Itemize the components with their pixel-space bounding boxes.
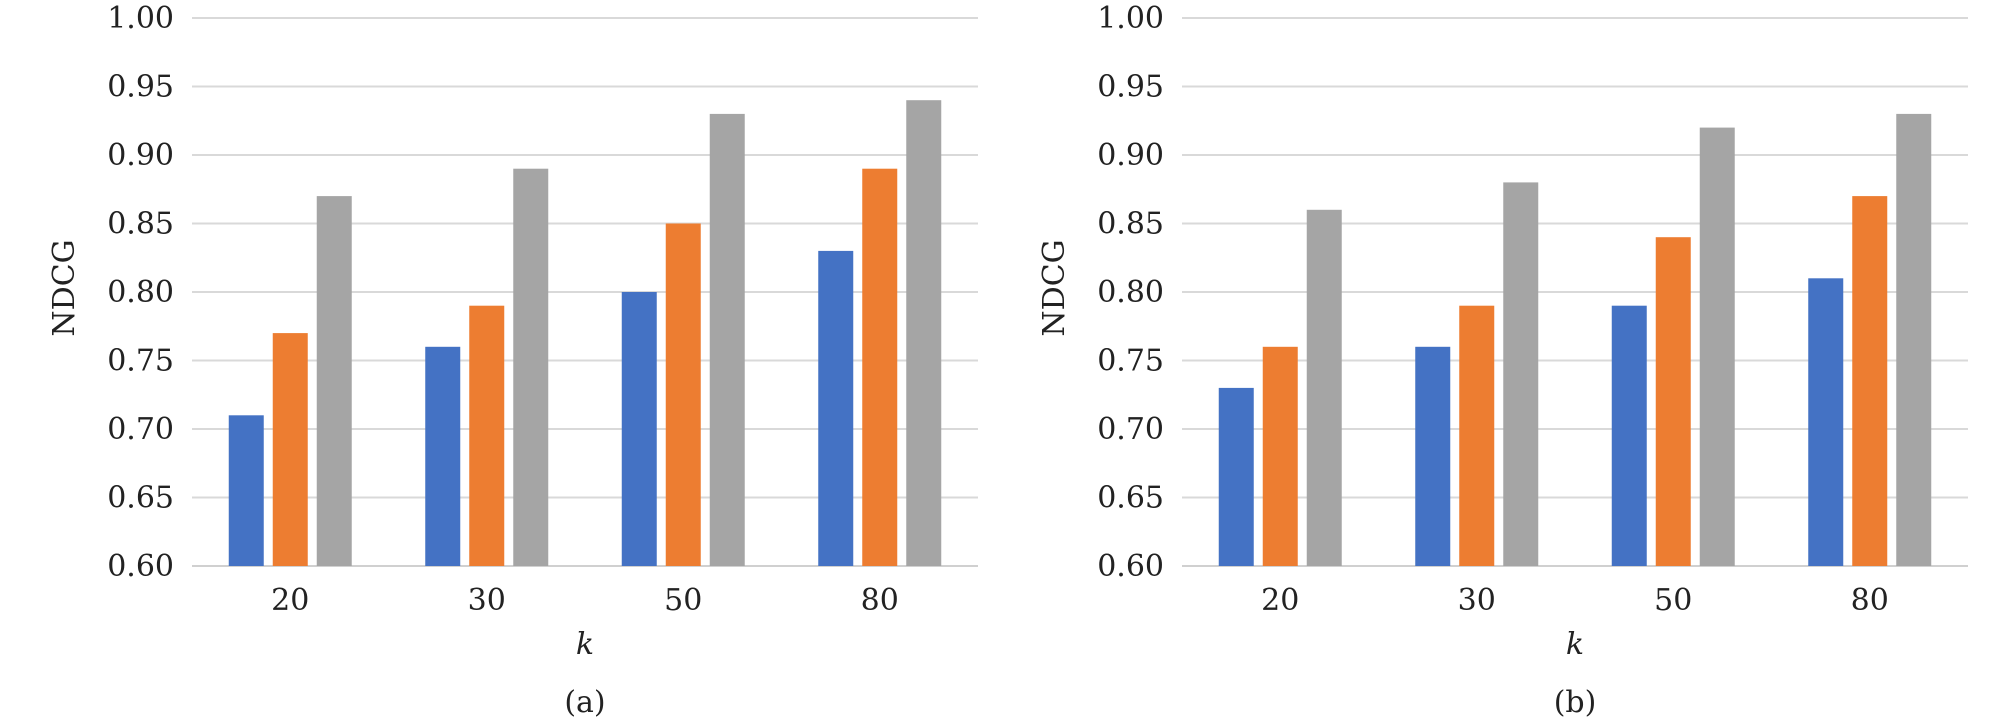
y-tick-label: 0.90	[1097, 138, 1164, 173]
chart-caption: (a)	[564, 685, 605, 720]
bars	[1218, 113, 1932, 567]
bar	[818, 250, 854, 566]
bar	[1699, 127, 1735, 566]
x-tick-label: 20	[1261, 583, 1299, 618]
x-tick-label: 50	[1654, 583, 1692, 618]
x-axis-label: k	[1566, 627, 1584, 662]
bar	[513, 168, 549, 566]
bar	[1218, 387, 1254, 566]
x-tick-label: 50	[664, 583, 702, 618]
x-tick-labels: 20 30 50 80	[1261, 583, 1889, 618]
bars	[228, 100, 942, 567]
y-tick-label: 0.95	[107, 70, 174, 105]
x-axis-label: k	[576, 627, 594, 662]
bar	[316, 196, 352, 566]
y-tick-label: 0.70	[107, 412, 174, 447]
bar	[1808, 278, 1844, 566]
y-tick-label: 0.95	[1097, 70, 1164, 105]
bar	[906, 100, 942, 566]
y-tick-label: 0.60	[1097, 549, 1164, 584]
bar	[1459, 305, 1495, 566]
bar	[228, 415, 264, 566]
bar	[1852, 196, 1888, 566]
y-tick-label: 0.70	[1097, 412, 1164, 447]
bar	[709, 113, 745, 567]
bar	[862, 168, 898, 566]
y-tick-label: 0.85	[1097, 207, 1164, 242]
bar	[1415, 346, 1451, 566]
y-tick-label: 0.60	[107, 549, 174, 584]
x-tick-label: 20	[271, 583, 309, 618]
y-tick-label: 0.80	[107, 275, 174, 310]
chart-caption: (b)	[1554, 685, 1597, 720]
bar	[1655, 237, 1691, 566]
y-tick-labels: 0.60 0.65 0.70 0.75 0.80 0.85 0.90 0.95 1.00	[107, 1, 174, 584]
bar	[1896, 113, 1932, 567]
bar	[665, 223, 701, 566]
y-tick-label: 0.75	[1097, 344, 1164, 379]
y-axis-title: NDCG	[1037, 239, 1072, 336]
x-tick-labels: 20 30 50 80	[271, 583, 899, 618]
chart-a: NDCG 0.60 0.65 0.70 0.75 0.80 0.85 0.90 0.95 1.0…	[47, 1, 978, 720]
y-tick-label: 0.65	[107, 481, 174, 516]
bar	[1611, 305, 1647, 566]
y-axis-label: NDCG	[47, 239, 82, 336]
gridlines	[1182, 17, 1968, 567]
bar	[1306, 209, 1342, 567]
chart-b: NDCG 0.60 0.65 0.70 0.75 0.80 0.85 0.90 0.95 1.0…	[1037, 1, 1968, 720]
x-tick-label: 30	[1458, 583, 1496, 618]
y-tick-label: 0.80	[1097, 275, 1164, 310]
y-tick-label: 0.75	[107, 344, 174, 379]
bar	[1262, 346, 1298, 566]
bar	[272, 333, 308, 566]
y-tick-label: 0.85	[107, 207, 174, 242]
bar	[1503, 182, 1539, 566]
gridlines	[192, 17, 978, 567]
y-axis-title: NDCG	[47, 239, 82, 336]
x-tick-label: 80	[1851, 583, 1889, 618]
y-tick-label: 0.65	[1097, 481, 1164, 516]
y-tick-label: 0.90	[107, 138, 174, 173]
bar	[425, 346, 461, 566]
x-tick-label: 80	[861, 583, 899, 618]
bar	[469, 305, 505, 566]
y-tick-labels: 0.60 0.65 0.70 0.75 0.80 0.85 0.90 0.95 1.00	[1097, 1, 1164, 584]
y-tick-label: 1.00	[1097, 1, 1164, 36]
y-axis-label: NDCG	[1037, 239, 1072, 336]
bar	[621, 292, 657, 566]
x-tick-label: 30	[468, 583, 506, 618]
y-tick-label: 1.00	[107, 1, 174, 36]
